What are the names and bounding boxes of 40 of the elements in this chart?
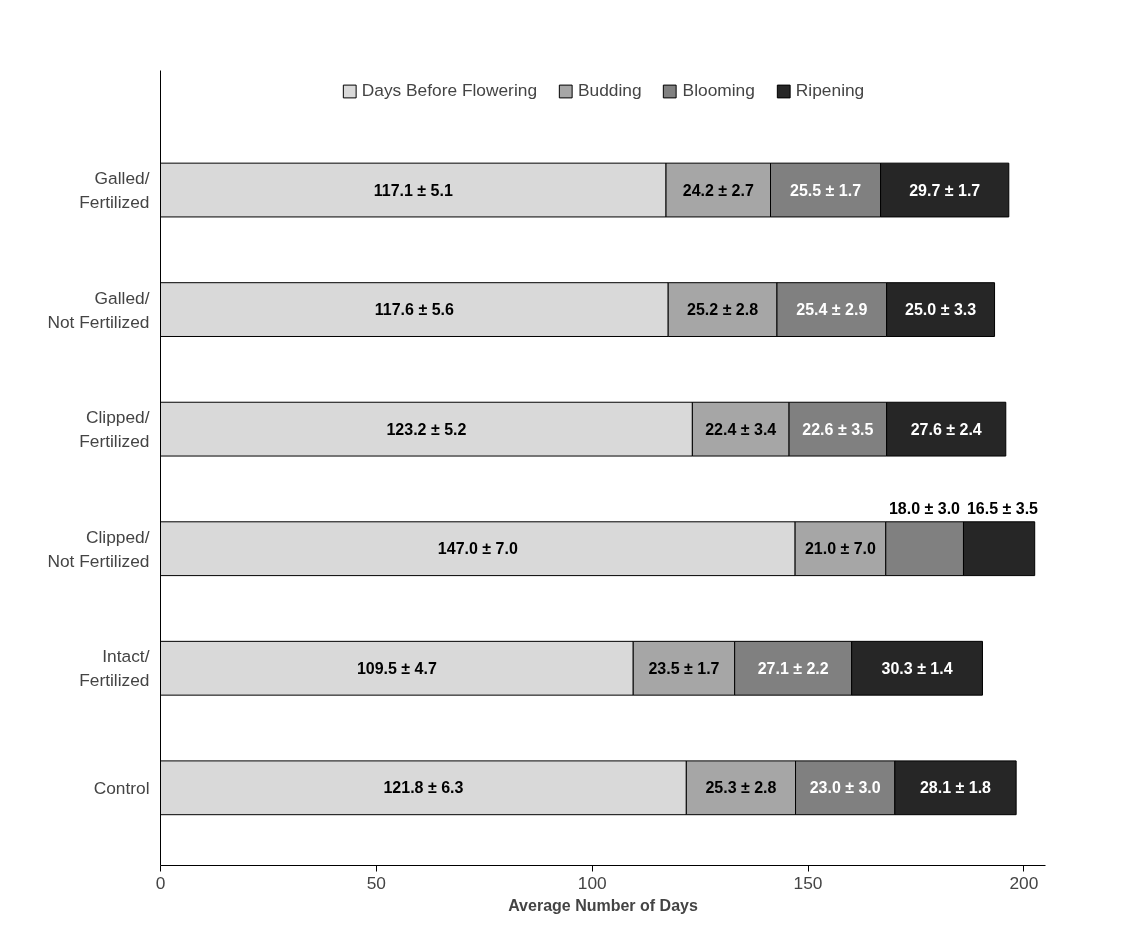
x-tick-label: 100 [577,872,607,893]
data-label: 121.8 ± 6.3 [383,779,464,797]
data-label: 25.5 ± 1.7 [790,181,862,199]
x-axis-title: Average Number of Days [508,896,698,914]
data-label: 147.0 ± 7.0 [437,540,518,558]
legend-label: Budding [578,80,642,101]
y-tick-label: Control [93,777,150,798]
y-tick-label: Galled/ Not Fertilized [47,287,150,332]
data-label: 123.2 ± 5.2 [386,420,467,438]
data-label: 21.0 ± 7.0 [804,540,877,558]
data-label: 25.0 ± 3.3 [905,301,977,319]
legend-label: Ripening [795,80,865,101]
data-label: 22.6 ± 3.5 [802,420,874,438]
data-label: 117.1 ± 5.1 [373,181,453,199]
legend-label: Days Before Flowering [361,80,538,101]
data-label: 18.0 ± 3.0 [888,500,961,518]
data-label: 27.6 ± 2.4 [910,420,982,438]
data-label: 22.4 ± 3.4 [705,420,777,438]
y-tick-label: Galled/ Fertilized [79,168,150,213]
data-label: 23.0 ± 3.0 [809,779,881,797]
data-label: 25.3 ± 2.8 [705,779,777,797]
data-label: 29.7 ± 1.7 [909,181,981,199]
data-label: 25.2 ± 2.8 [687,301,759,319]
x-tick-label: 200 [1009,872,1039,893]
x-tick-label: 150 [793,872,823,893]
legend-label: Blooming [682,80,755,101]
y-tick-label: Clipped/ Fertilized [79,407,150,452]
data-label: 117.6 ± 5.6 [374,301,454,319]
data-label: 27.1 ± 2.2 [757,659,829,677]
data-label: 16.5 ± 3.5 [966,500,1039,518]
x-tick-label: 0 [155,872,166,893]
data-label: 30.3 ± 1.4 [881,659,953,677]
y-tick-label: Intact/ Fertilized [79,646,150,691]
y-tick-label: Clipped/ Not Fertilized [47,526,150,571]
data-label: 109.5 ± 4.7 [356,659,437,677]
data-label: 28.1 ± 1.8 [919,779,992,797]
x-tick-label: 50 [366,872,386,893]
data-label: 24.2 ± 2.7 [682,181,754,199]
data-label: 25.4 ± 2.9 [796,301,868,319]
data-label: 23.5 ± 1.7 [648,659,720,677]
